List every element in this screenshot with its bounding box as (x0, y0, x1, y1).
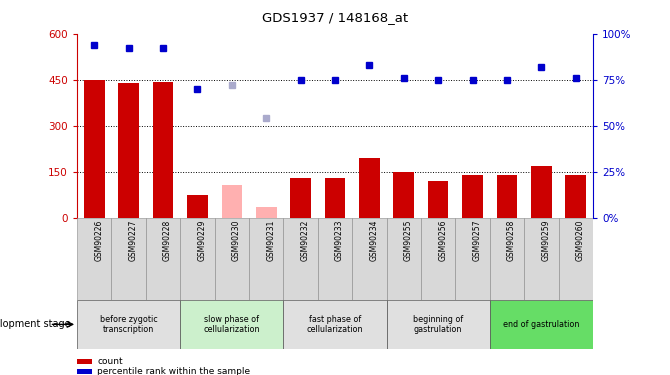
Text: GSM90227: GSM90227 (129, 220, 137, 261)
Text: GSM90259: GSM90259 (541, 220, 550, 261)
Text: percentile rank within the sample: percentile rank within the sample (97, 367, 251, 375)
Text: before zygotic
transcription: before zygotic transcription (100, 315, 157, 334)
Text: GSM90228: GSM90228 (163, 220, 172, 261)
Text: GSM90232: GSM90232 (301, 220, 310, 261)
Text: GSM90257: GSM90257 (472, 220, 482, 261)
Bar (496, 175, 517, 217)
Bar (456, 217, 490, 300)
Text: development stage: development stage (0, 320, 70, 329)
Bar (249, 217, 283, 300)
Bar (559, 217, 593, 300)
Text: GSM90231: GSM90231 (266, 220, 275, 261)
Bar (318, 217, 352, 300)
Bar (428, 181, 448, 218)
Bar (119, 83, 139, 218)
Bar (462, 175, 483, 217)
Bar (77, 300, 180, 349)
Bar (531, 166, 551, 218)
Text: slow phase of
cellularization: slow phase of cellularization (204, 315, 260, 334)
Bar (214, 217, 249, 300)
Bar (77, 217, 111, 300)
Text: GSM90256: GSM90256 (438, 220, 447, 261)
Bar (283, 217, 318, 300)
Bar (524, 217, 559, 300)
Bar (359, 158, 380, 218)
Text: GSM90230: GSM90230 (232, 220, 241, 261)
Bar (256, 207, 277, 218)
Bar (387, 300, 490, 349)
Text: fast phase of
cellularization: fast phase of cellularization (307, 315, 363, 334)
Bar (180, 217, 214, 300)
Bar (153, 82, 174, 218)
Text: GSM90234: GSM90234 (369, 220, 379, 261)
Bar (490, 217, 524, 300)
Text: beginning of
gastrulation: beginning of gastrulation (413, 315, 464, 334)
Bar (84, 80, 105, 218)
Bar (490, 300, 593, 349)
Bar (387, 217, 421, 300)
Text: GSM90233: GSM90233 (335, 220, 344, 261)
Text: GDS1937 / 148168_at: GDS1937 / 148168_at (262, 11, 408, 24)
Bar (222, 185, 242, 218)
Bar (111, 217, 146, 300)
Bar (283, 300, 387, 349)
Text: GSM90260: GSM90260 (576, 220, 585, 261)
Bar (325, 178, 345, 218)
Bar (565, 175, 586, 217)
Bar (393, 172, 414, 217)
Bar (290, 178, 311, 218)
Text: end of gastrulation: end of gastrulation (503, 320, 580, 329)
Text: GSM90255: GSM90255 (404, 220, 413, 261)
Text: GSM90229: GSM90229 (198, 220, 206, 261)
Text: GSM90258: GSM90258 (507, 220, 516, 261)
Bar (146, 217, 180, 300)
Bar (187, 195, 208, 217)
Text: GSM90226: GSM90226 (94, 220, 103, 261)
Bar (421, 217, 456, 300)
Text: count: count (97, 357, 123, 366)
Bar (352, 217, 387, 300)
Bar (180, 300, 283, 349)
